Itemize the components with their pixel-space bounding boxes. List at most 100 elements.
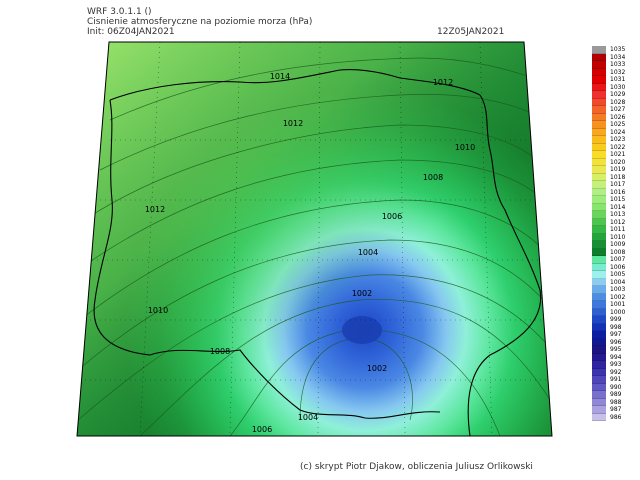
colorbar-label: 1006 [610, 263, 626, 271]
colorbar-label: 995 [610, 346, 622, 353]
colorbar-label: 1015 [610, 196, 626, 203]
colorbar-label: 1026 [610, 113, 626, 121]
colorbar-cell [592, 316, 606, 324]
colorbar-cell [592, 211, 606, 219]
colorbar-label: 1019 [610, 166, 626, 173]
colorbar-cell [592, 98, 606, 106]
colorbar-label: 1007 [610, 256, 626, 263]
colorbar-label: 1016 [610, 188, 626, 196]
init-time: Init: 06Z04JAN2021 [87, 27, 175, 37]
colorbar-cell [592, 323, 606, 331]
isobar-label: 1012 [433, 78, 453, 87]
map-frame [76, 41, 553, 437]
colorbar-cell [592, 151, 606, 159]
colorbar-label: 1004 [610, 278, 626, 286]
isobar-label: 1002 [367, 364, 387, 373]
colorbar-label: 1001 [610, 301, 626, 308]
colorbar-label: 986 [610, 413, 622, 421]
colorbar-cell [592, 398, 606, 406]
isobar-label: 1010 [148, 306, 168, 315]
isobar-label: 1006 [252, 425, 272, 434]
colorbar-label: 987 [610, 406, 622, 413]
colorbar-label: 999 [610, 316, 622, 323]
colorbar-cell [592, 196, 606, 204]
colorbar-cell [592, 331, 606, 339]
colorbar-label: 1017 [610, 181, 626, 188]
colorbar-label: 1030 [610, 83, 626, 91]
colorbar-cell [592, 248, 606, 256]
colorbar-label: 1031 [610, 76, 626, 83]
colorbar-label: 1033 [610, 61, 626, 68]
colorbar-cell [592, 121, 606, 129]
colorbar-label: 1021 [610, 151, 626, 158]
colorbar-cell [592, 256, 606, 264]
colorbar-cell [592, 106, 606, 114]
colorbar-cell [592, 53, 606, 61]
colorbar-cell [592, 188, 606, 196]
colorbar-cell [592, 226, 606, 234]
colorbar-label: 1003 [610, 286, 626, 293]
isobar-label: 1002 [352, 289, 372, 298]
colorbar-cell [592, 293, 606, 301]
colorbar-label: 1002 [610, 293, 626, 301]
colorbar-cell [592, 46, 606, 54]
colorbar-label: 990 [610, 383, 622, 391]
valid-time: 12Z05JAN2021 [437, 27, 505, 37]
colorbar-cell [592, 263, 606, 271]
colorbar-label: 1020 [610, 158, 626, 166]
colorbar-cell [592, 68, 606, 76]
colorbar-label: 1012 [610, 218, 626, 226]
colorbar-cell [592, 241, 606, 249]
colorbar-label: 1022 [610, 143, 626, 151]
isobar-label: 1012 [283, 119, 303, 128]
isobar-label: 1012 [145, 205, 165, 214]
isobar-label: 1008 [423, 173, 443, 182]
colorbar-cell [592, 361, 606, 369]
variable-title: Cisnienie atmosferyczne na poziomie morz… [87, 17, 313, 27]
colorbar-cell [592, 166, 606, 174]
colorbar-cell [592, 91, 606, 99]
isobar-label: 1008 [210, 347, 230, 356]
colorbar-cell [592, 368, 606, 376]
colorbar-cell [592, 181, 606, 189]
colorbar-cell [592, 271, 606, 279]
colorbar-cell [592, 286, 606, 294]
colorbar-cell [592, 173, 606, 181]
colorbar-cell [592, 346, 606, 354]
colorbar-label: 1027 [610, 106, 626, 113]
credit-text: (c) skrypt Piotr Djakow, obliczenia Juli… [300, 462, 533, 472]
colorbar-cell [592, 278, 606, 286]
isobar-label: 1006 [382, 212, 402, 221]
colorbar-label: 997 [610, 331, 622, 338]
colorbar-label: 1009 [610, 241, 626, 248]
colorbar-label: 1023 [610, 136, 626, 143]
colorbar-label: 989 [610, 391, 622, 398]
colorbar-cell [592, 218, 606, 226]
colorbar-label: 1008 [610, 248, 626, 256]
colorbar-label: 1000 [610, 308, 626, 316]
colorbar-label: 993 [610, 361, 622, 368]
colorbar-label: 1005 [610, 271, 626, 278]
colorbar-cell [592, 338, 606, 346]
colorbar-cell [592, 353, 606, 361]
colorbar-label: 1029 [610, 91, 626, 98]
colorbar-cell [592, 113, 606, 121]
colorbar-cell [592, 61, 606, 69]
model-title: WRF 3.0.1.1 () [87, 7, 152, 17]
colorbar-cell [592, 376, 606, 384]
colorbar-label: 1014 [610, 203, 626, 211]
colorbar-cell [592, 158, 606, 166]
colorbar-label: 1032 [610, 68, 626, 76]
colorbar-label: 998 [610, 323, 622, 331]
colorbar-label: 1024 [610, 128, 626, 136]
colorbar-cell [592, 308, 606, 316]
colorbar-cell [592, 76, 606, 84]
colorbar-label: 988 [610, 398, 622, 406]
colorbar-cell [592, 406, 606, 414]
colorbar-label: 996 [610, 338, 622, 346]
map-field [77, 42, 552, 436]
colorbar-label: 1034 [610, 53, 626, 61]
colorbar-cell [592, 383, 606, 391]
isobar-label: 1004 [298, 413, 318, 422]
